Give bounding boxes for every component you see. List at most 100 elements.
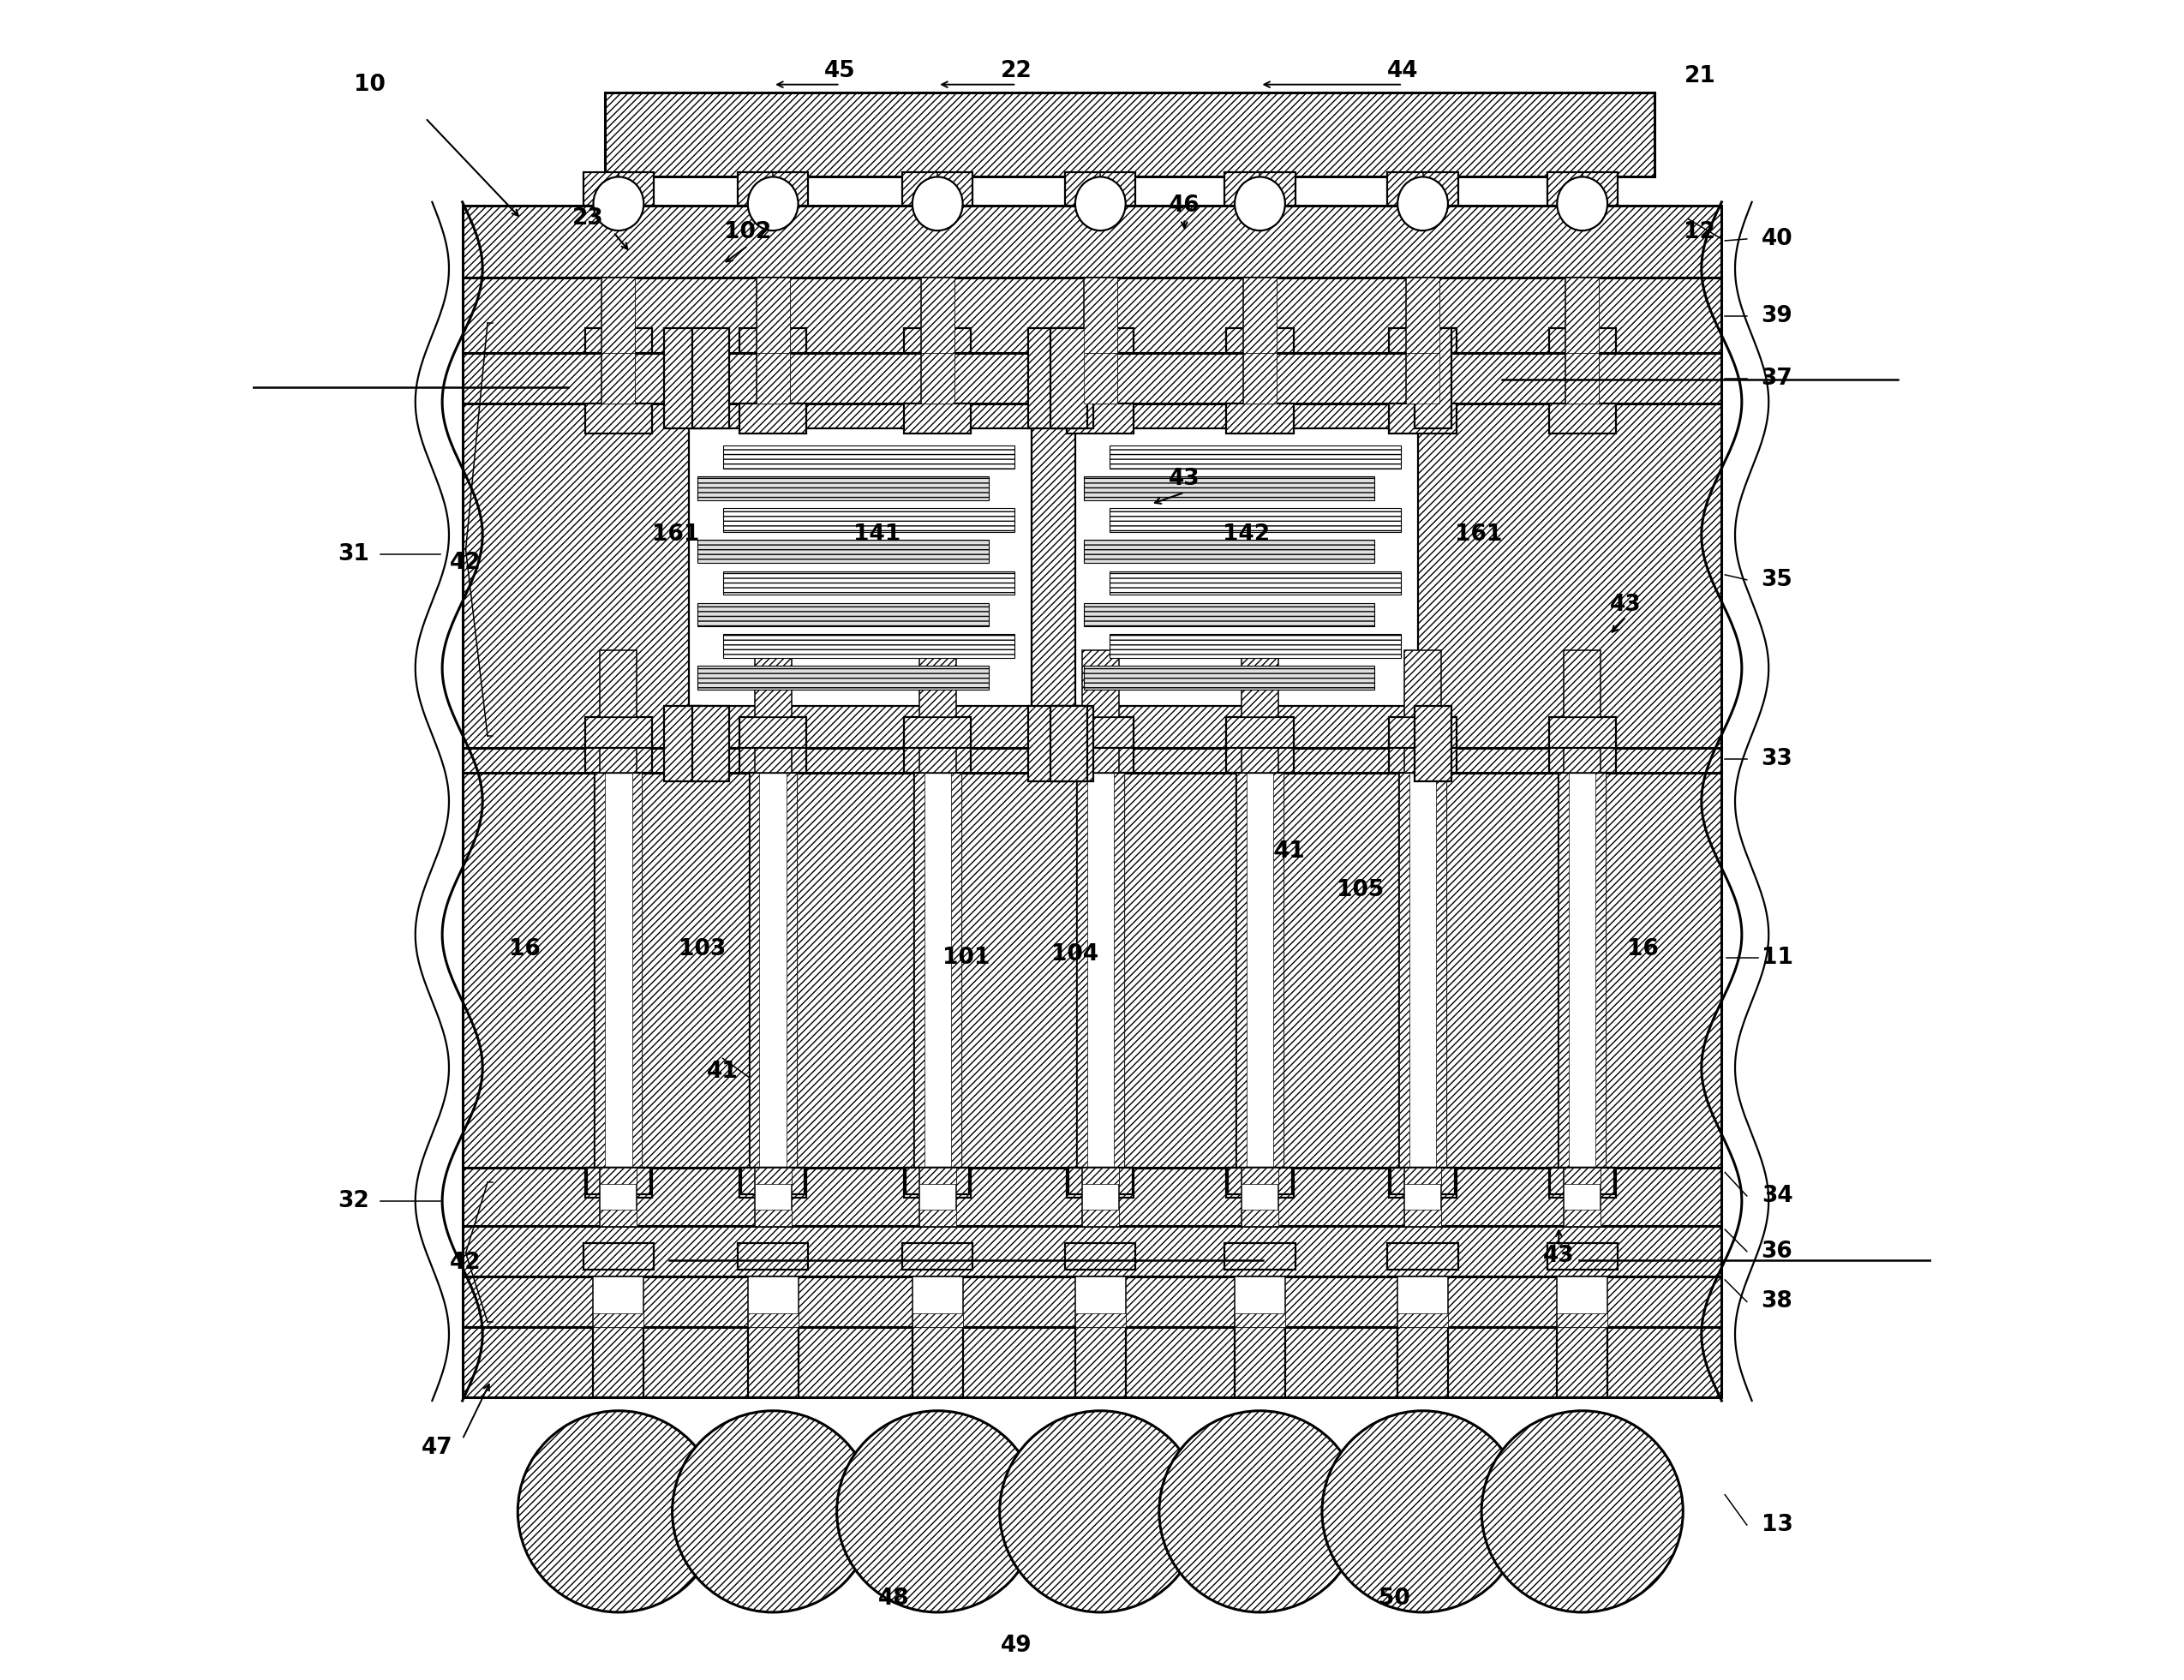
Bar [749, 773, 797, 1168]
Bar [463, 1226, 1721, 1277]
Bar [904, 328, 972, 353]
Bar [1389, 717, 1457, 748]
Circle shape [1321, 1411, 1524, 1613]
Bar [463, 1327, 1721, 1398]
Bar [603, 353, 636, 403]
Bar [747, 1314, 797, 1327]
Ellipse shape [1075, 176, 1125, 230]
Bar [1081, 1168, 1118, 1226]
Bar [1564, 748, 1601, 773]
Bar [585, 328, 653, 353]
Text: 36: 36 [1760, 1240, 1793, 1262]
Text: 45: 45 [823, 60, 856, 82]
Bar [753, 748, 791, 773]
Bar [915, 773, 924, 1168]
Bar [1241, 1210, 1278, 1226]
Bar [1241, 748, 1278, 773]
Bar [463, 748, 1721, 773]
Bar [697, 477, 989, 501]
Circle shape [1160, 1411, 1361, 1613]
Bar [1559, 773, 1605, 1168]
Bar [601, 748, 638, 773]
Bar [1066, 1168, 1133, 1198]
Bar [915, 773, 961, 1168]
Bar [1404, 1168, 1441, 1226]
Text: 49: 49 [1000, 1635, 1033, 1656]
Bar [922, 353, 954, 403]
Bar [692, 706, 729, 781]
Bar [601, 650, 638, 717]
Bar [723, 445, 1013, 469]
Bar [1057, 706, 1094, 781]
Bar [1066, 1243, 1136, 1270]
Bar [740, 1168, 806, 1198]
Bar [1109, 507, 1400, 531]
Bar [1075, 1277, 1125, 1327]
Bar [1404, 1210, 1441, 1226]
Bar [1075, 1327, 1125, 1398]
Bar [1227, 328, 1293, 353]
Bar [1241, 1168, 1278, 1184]
Circle shape [836, 1411, 1037, 1613]
Bar [463, 353, 1721, 403]
Bar [603, 277, 636, 353]
Bar [740, 328, 806, 353]
Bar [463, 403, 1721, 748]
Bar [1077, 773, 1088, 1168]
Bar [1081, 650, 1118, 717]
Bar [1075, 1314, 1125, 1327]
Bar [1400, 773, 1409, 1168]
Bar [1083, 277, 1118, 353]
Bar [697, 665, 989, 689]
Bar [1109, 635, 1400, 659]
Bar [756, 353, 791, 403]
Text: 43: 43 [1610, 593, 1642, 617]
Text: 103: 103 [679, 937, 725, 961]
Bar [594, 1327, 644, 1398]
Bar [692, 328, 729, 428]
Bar [1398, 1314, 1448, 1327]
Text: 102: 102 [725, 222, 771, 244]
Bar [740, 743, 806, 773]
Ellipse shape [913, 176, 963, 230]
Bar [756, 353, 791, 403]
Bar [1236, 773, 1284, 1168]
Bar [922, 353, 954, 403]
Bar [1109, 445, 1400, 469]
Bar [1029, 706, 1066, 781]
Bar [1081, 748, 1118, 773]
Text: 40: 40 [1760, 228, 1793, 250]
Circle shape [1481, 1411, 1684, 1613]
Bar [1273, 773, 1284, 1168]
Bar [1227, 403, 1293, 433]
Text: 47: 47 [422, 1436, 452, 1458]
Bar [740, 1168, 806, 1194]
Bar [1081, 1168, 1118, 1184]
Bar [603, 277, 636, 353]
Bar [697, 539, 989, 563]
Bar [1068, 1168, 1131, 1194]
Bar [463, 1277, 1721, 1327]
Bar [1227, 743, 1293, 773]
Bar [740, 717, 806, 748]
Bar [753, 650, 791, 717]
Bar [1241, 650, 1278, 717]
Bar [1406, 277, 1439, 353]
Bar [605, 92, 1655, 176]
Bar [1057, 328, 1094, 428]
Bar [919, 748, 957, 773]
Bar [1566, 353, 1599, 403]
Bar [1225, 171, 1295, 205]
Text: 161: 161 [651, 522, 699, 546]
Text: 39: 39 [1760, 306, 1793, 328]
Bar [756, 277, 791, 353]
Bar [1548, 717, 1616, 748]
Bar [1083, 539, 1374, 563]
Bar [902, 171, 972, 205]
Text: 105: 105 [1337, 879, 1385, 902]
Bar [1548, 1168, 1616, 1198]
Bar [1546, 1243, 1618, 1270]
Text: 48: 48 [878, 1588, 909, 1609]
Bar [919, 1168, 957, 1184]
Bar [749, 773, 760, 1168]
